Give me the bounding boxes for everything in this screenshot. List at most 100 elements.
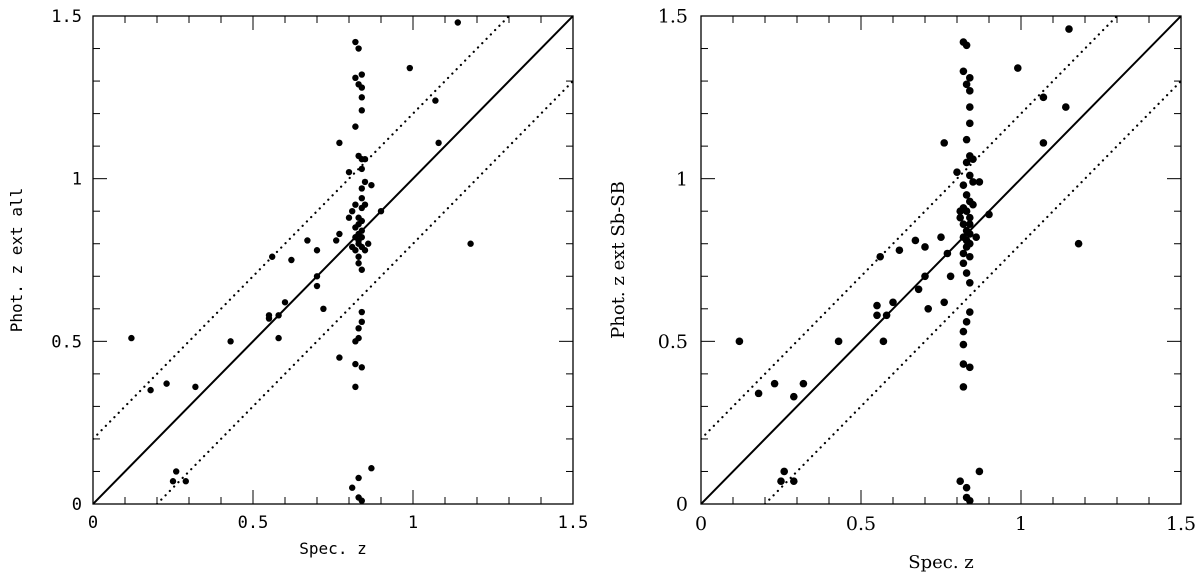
data-point: [966, 308, 974, 316]
data-point: [966, 87, 974, 95]
data-point: [940, 298, 948, 307]
data-point: [754, 389, 763, 398]
data-point: [921, 243, 929, 251]
data-point: [358, 234, 365, 241]
data-point: [345, 168, 353, 176]
data-point: [349, 484, 356, 491]
data-point: [265, 312, 273, 319]
y-tick-label: 0.5: [658, 331, 688, 353]
data-point: [1039, 139, 1048, 147]
data-point: [873, 301, 881, 310]
scatter-chart-ext-all: 0 0.5 1 1.5 0 0.5 1 1.5 Spec. z Phot. z ext all: [7, 7, 589, 558]
scatter-chart-ext-sb-sb: 0 0.5 1 1.5 0 0.5 1 1.5 Spec. z Phot. z ext Sb-SB: [608, 6, 1196, 573]
data-point: [962, 41, 971, 50]
data-point: [924, 305, 932, 313]
data-point: [358, 318, 365, 326]
y-tick-label: 0: [72, 495, 82, 515]
data-point: [365, 240, 372, 247]
dotted-offset-line: [155, 79, 573, 504]
data-point: [921, 272, 929, 281]
x-tick-label: 1: [1015, 513, 1027, 535]
data-point: [275, 312, 282, 319]
data-point: [889, 298, 897, 307]
reference-lines: [93, 16, 573, 504]
data-point: [959, 181, 968, 189]
data-point: [355, 260, 362, 267]
data-point: [336, 139, 343, 147]
data-point: [355, 253, 362, 260]
data-point: [352, 247, 359, 254]
y-axis-title: Phot. z ext Sb-SB: [608, 181, 629, 339]
dotted-offset-line: [763, 79, 1181, 504]
data-point: [163, 380, 170, 387]
data-point: [959, 327, 968, 336]
data-point: [962, 191, 971, 199]
data-point: [735, 337, 744, 346]
data-point: [358, 308, 365, 316]
one-to-one-line: [701, 16, 1181, 504]
data-point: [959, 220, 968, 229]
data-point: [358, 94, 365, 101]
data-point: [313, 282, 321, 290]
data-point: [361, 178, 369, 186]
data-points: [735, 25, 1083, 505]
data-point: [358, 107, 365, 114]
data-point: [361, 201, 369, 208]
data-point: [467, 240, 474, 247]
y-tick-label: 1.5: [51, 7, 82, 27]
data-point: [969, 200, 977, 209]
data-point: [969, 178, 977, 186]
data-point: [358, 217, 365, 225]
data-point: [966, 119, 974, 128]
data-point: [777, 477, 785, 486]
data-point: [770, 379, 779, 388]
data-point: [352, 383, 359, 391]
data-point: [937, 233, 945, 242]
data-point: [454, 19, 461, 26]
data-point: [882, 311, 891, 320]
data-point: [358, 185, 365, 192]
data-point: [914, 285, 923, 294]
data-point: [895, 246, 904, 255]
dotted-offset-line: [93, 16, 511, 441]
data-point: [966, 278, 974, 287]
data-point: [358, 227, 365, 234]
data-point: [799, 379, 808, 388]
data-point: [227, 338, 234, 345]
data-point: [962, 207, 971, 215]
data-point: [345, 214, 353, 221]
data-point: [969, 155, 977, 163]
data-point: [962, 269, 971, 277]
data-point: [956, 213, 964, 222]
data-point: [873, 311, 881, 320]
y-tick-label: 1.5: [658, 6, 688, 28]
reference-lines: [701, 16, 1181, 504]
data-point: [972, 233, 980, 242]
data-point: [333, 237, 340, 244]
data-point: [355, 474, 362, 482]
data-point: [352, 201, 359, 208]
data-point: [959, 249, 968, 258]
one-to-one-line: [93, 16, 573, 504]
x-tick-label: 1.5: [558, 513, 589, 533]
data-point: [959, 340, 968, 349]
data-point: [349, 208, 356, 215]
x-axis-title: Spec. z: [908, 552, 974, 573]
data-point: [173, 468, 180, 475]
data-point: [962, 135, 971, 144]
data-point: [406, 64, 413, 72]
data-point: [352, 123, 359, 130]
plot-frame: [700, 15, 1182, 505]
data-point: [975, 178, 984, 186]
data-point: [962, 318, 971, 326]
data-point: [358, 71, 365, 78]
plot-frame: [92, 15, 574, 505]
data-point: [358, 84, 365, 91]
x-tick-label: 1.5: [1166, 513, 1196, 535]
data-point: [355, 334, 362, 342]
data-point: [336, 354, 343, 361]
data-point: [288, 256, 295, 264]
x-tick-label: 0.5: [846, 513, 876, 535]
data-point: [320, 305, 327, 312]
data-point: [975, 467, 984, 476]
